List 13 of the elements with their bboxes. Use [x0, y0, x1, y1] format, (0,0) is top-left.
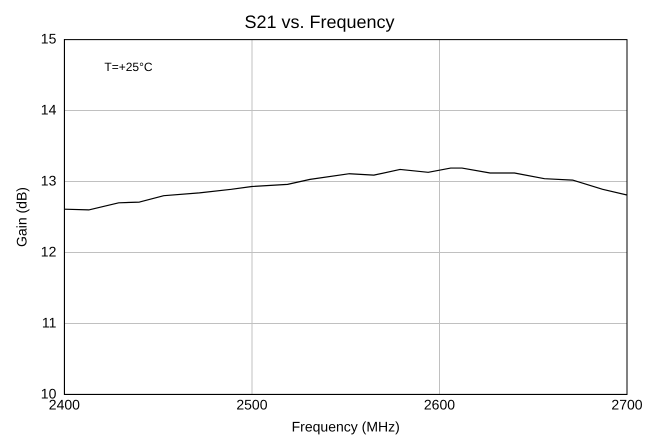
y-tick-label: 14 [40, 101, 57, 118]
y-tick-label: 12 [40, 243, 57, 260]
y-axis-title: Gain (dB) [13, 187, 30, 247]
y-tick-label: 13 [40, 172, 57, 188]
x-tick-label: 2500 [236, 396, 268, 413]
chart-title: S21 vs. Frequency [244, 12, 395, 32]
x-axis-title: Frequency (MHz) [292, 418, 400, 434]
y-tick-label: 10 [40, 385, 57, 402]
y-tick-label: 15 [40, 30, 57, 46]
y-tick-label: 11 [42, 314, 57, 330]
x-tick-label: 2700 [611, 396, 643, 413]
x-tick-label: 2600 [424, 396, 456, 413]
annotation: T=+25°C [104, 60, 153, 74]
